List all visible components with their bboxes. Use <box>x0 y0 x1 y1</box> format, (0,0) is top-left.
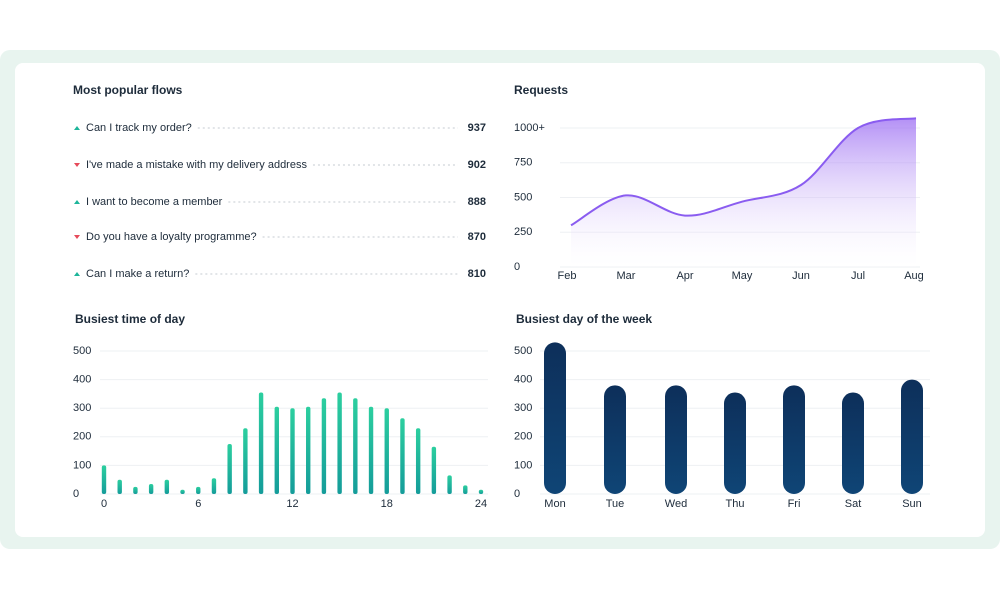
y-tick-label: 200 <box>73 431 91 443</box>
flow-value: 870 <box>468 231 486 243</box>
y-tick-label: 200 <box>514 431 532 443</box>
bar <box>274 406 279 494</box>
flow-label: Do you have a loyalty programme? <box>86 231 257 243</box>
bar <box>196 486 201 494</box>
bar <box>148 483 154 494</box>
bar <box>544 342 566 494</box>
y-tick-label: 100 <box>514 459 532 471</box>
x-tick-label: Sat <box>845 498 862 510</box>
y-tick-label: 500 <box>514 345 532 357</box>
y-tick-label: 300 <box>73 402 91 414</box>
bar <box>211 478 217 494</box>
flows-title: Most popular flows <box>73 83 183 97</box>
bar <box>431 446 437 494</box>
bar <box>353 398 358 494</box>
bar <box>415 428 421 494</box>
flow-label: I've made a mistake with my delivery add… <box>86 159 307 171</box>
y-tick-label: 300 <box>514 402 532 414</box>
bar <box>290 408 295 494</box>
bar <box>227 443 232 494</box>
x-tick-label: Jun <box>792 270 810 282</box>
bar <box>101 465 107 494</box>
x-tick-label: Mar <box>617 270 636 282</box>
x-tick-label: Fri <box>788 498 801 510</box>
x-tick-label: Feb <box>558 270 577 282</box>
flow-label: I want to become a member <box>86 196 223 208</box>
x-tick-label: May <box>732 270 753 282</box>
y-tick-label: 750 <box>514 157 532 169</box>
y-tick-label: 100 <box>73 459 91 471</box>
y-tick-label: 0 <box>514 261 520 273</box>
chart-title: Busiest time of day <box>75 312 185 326</box>
x-tick-label: 6 <box>195 498 201 510</box>
x-tick-label: Apr <box>676 270 693 282</box>
x-tick-label: Aug <box>904 270 924 282</box>
y-tick-label: 0 <box>73 488 79 500</box>
flow-label: Can I make a return? <box>86 268 189 280</box>
bar <box>783 385 805 494</box>
bar <box>368 406 374 494</box>
bar <box>400 418 405 494</box>
x-tick-label: Tue <box>606 498 625 510</box>
flow-value: 902 <box>468 159 486 171</box>
bar <box>243 428 248 494</box>
bar <box>842 392 864 494</box>
y-tick-label: 0 <box>514 488 520 500</box>
bar <box>384 408 389 494</box>
line <box>570 117 917 227</box>
x-tick-label: Mon <box>544 498 565 510</box>
bar <box>258 392 264 494</box>
bar <box>337 392 342 494</box>
bar <box>306 406 311 494</box>
x-tick-label: 24 <box>475 498 487 510</box>
x-tick-label: 18 <box>381 498 393 510</box>
bar <box>321 398 327 494</box>
chart-title: Busiest day of the week <box>516 312 652 326</box>
bar <box>447 475 452 494</box>
bar <box>164 479 170 494</box>
y-tick-label: 500 <box>73 345 91 357</box>
trend-arrow <box>74 272 80 276</box>
bar <box>665 385 687 494</box>
x-tick-label: Thu <box>726 498 745 510</box>
x-tick-label: 12 <box>286 498 298 510</box>
bar <box>724 392 746 494</box>
x-tick-label: Wed <box>665 498 687 510</box>
y-tick-label: 400 <box>514 374 532 386</box>
y-tick-label: 1000+ <box>514 122 545 134</box>
flow-value: 888 <box>468 196 486 208</box>
flow-value: 810 <box>468 268 486 280</box>
chart-title: Requests <box>514 83 568 97</box>
x-tick-label: Sun <box>902 498 922 510</box>
trend-arrow <box>74 163 80 167</box>
bar <box>901 379 923 494</box>
trend-arrow <box>74 200 80 204</box>
trend-arrow <box>74 235 80 239</box>
y-tick-label: 400 <box>73 374 91 386</box>
bar <box>463 485 468 494</box>
bar <box>133 486 138 494</box>
bar <box>478 489 484 494</box>
y-tick-label: 250 <box>514 226 532 238</box>
y-tick-label: 500 <box>514 191 532 203</box>
area <box>571 118 916 268</box>
bar <box>604 385 626 494</box>
flow-value: 937 <box>468 122 486 134</box>
bar <box>180 489 185 494</box>
x-tick-label: 0 <box>101 498 107 510</box>
x-tick-label: Jul <box>851 270 865 282</box>
bar <box>117 479 122 494</box>
trend-arrow <box>74 126 80 130</box>
flow-label: Can I track my order? <box>86 122 192 134</box>
